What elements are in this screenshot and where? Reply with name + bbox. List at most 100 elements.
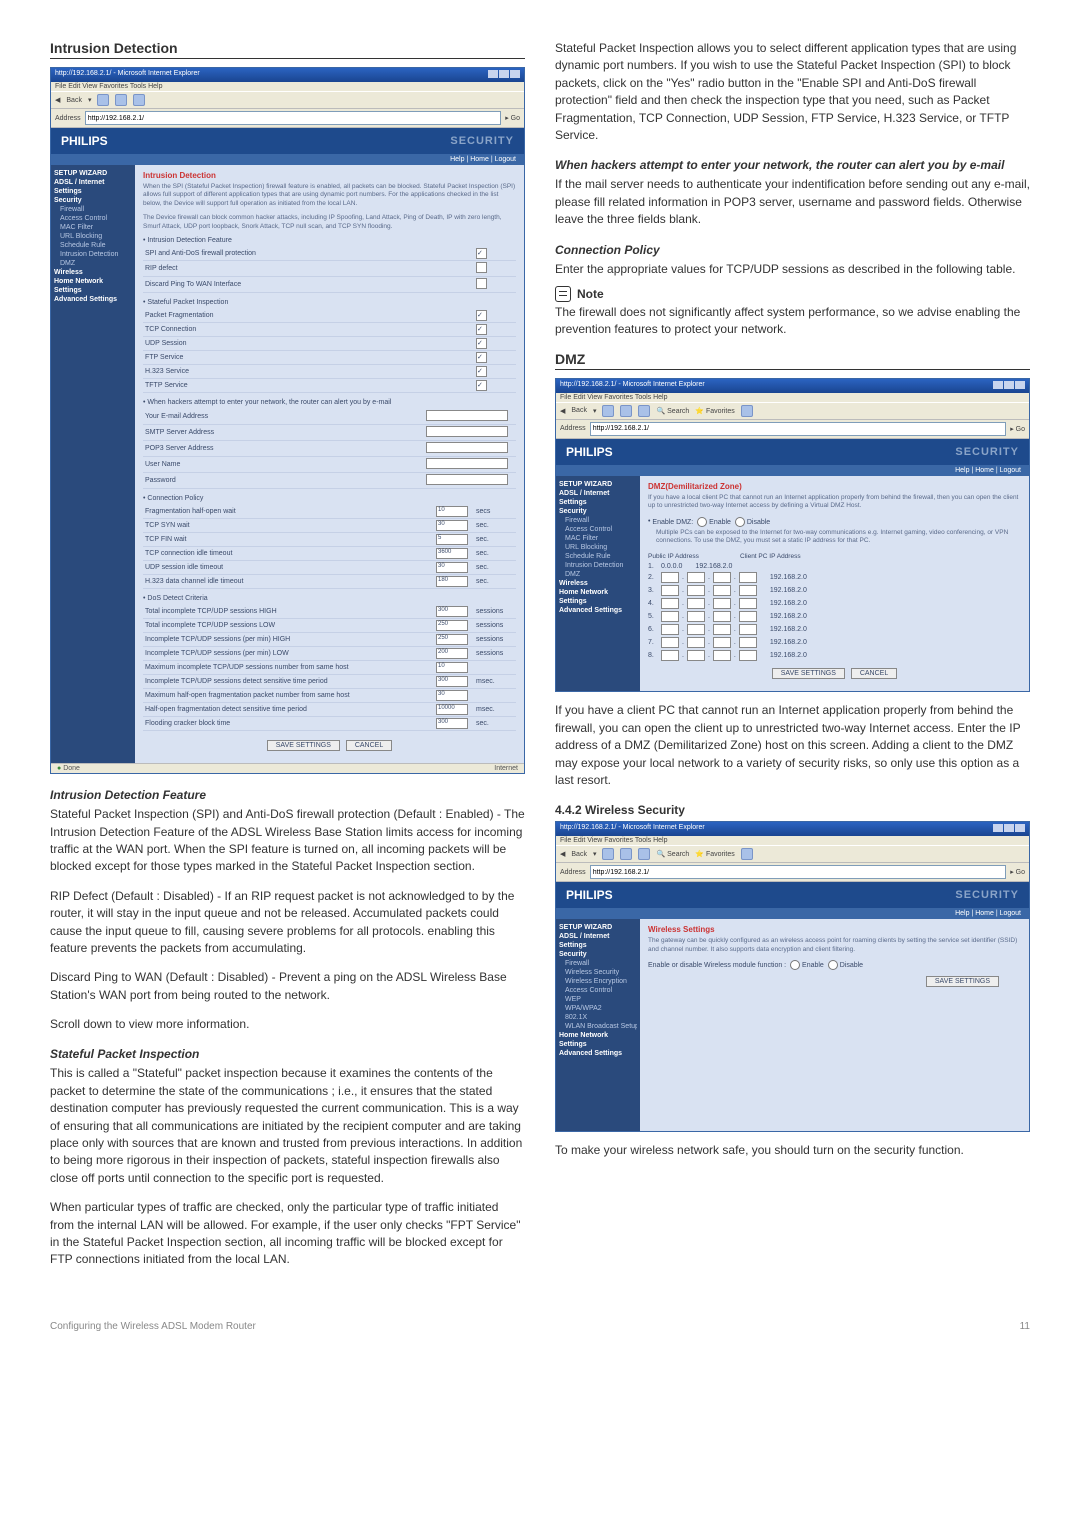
- number-input[interactable]: 30: [436, 520, 468, 531]
- text-input[interactable]: [426, 410, 508, 421]
- nav-item[interactable]: WEP: [559, 995, 637, 1004]
- group-label: When hackers attempt to enter your netwo…: [143, 399, 516, 406]
- save-settings-button[interactable]: SAVE SETTINGS: [772, 668, 845, 679]
- checkbox[interactable]: [476, 262, 487, 273]
- brand-logo: PHILIPS: [61, 134, 108, 148]
- address-input[interactable]: [590, 422, 1007, 436]
- checkbox[interactable]: ✓: [476, 310, 487, 321]
- number-input[interactable]: 300: [436, 676, 468, 687]
- number-input[interactable]: 300: [436, 606, 468, 617]
- number-input[interactable]: 30: [436, 562, 468, 573]
- nav-item[interactable]: Settings: [559, 597, 637, 606]
- number-input[interactable]: 180: [436, 576, 468, 587]
- nav-item[interactable]: Intrusion Detection: [54, 250, 132, 259]
- ip-octet[interactable]: [661, 572, 679, 583]
- note-block: Note: [555, 286, 1030, 302]
- nav-item[interactable]: Settings: [559, 498, 637, 507]
- ip-octet[interactable]: [661, 637, 679, 648]
- nav-item[interactable]: Settings: [54, 286, 132, 295]
- checkbox[interactable]: ✓: [476, 338, 487, 349]
- number-input[interactable]: 10: [436, 506, 468, 517]
- panel-title: DMZ(Demilitarized Zone): [648, 482, 1021, 491]
- enable-radio[interactable]: [790, 960, 800, 970]
- nav-item[interactable]: Intrusion Detection: [559, 561, 637, 570]
- ip-octet[interactable]: [661, 598, 679, 609]
- nav-item[interactable]: Access Control: [559, 525, 637, 534]
- number-input[interactable]: 250: [436, 634, 468, 645]
- ip-octet[interactable]: [661, 611, 679, 622]
- nav-item[interactable]: Firewall: [559, 959, 637, 968]
- nav-item[interactable]: WPA/WPA2: [559, 1004, 637, 1013]
- nav-item[interactable]: SETUP WIZARD: [559, 480, 637, 489]
- nav-item[interactable]: Security: [54, 196, 132, 205]
- number-input[interactable]: 5: [436, 534, 468, 545]
- text-input[interactable]: [426, 474, 508, 485]
- checkbox[interactable]: ✓: [476, 248, 487, 259]
- ip-octet[interactable]: [661, 624, 679, 635]
- nav-item[interactable]: MAC Filter: [559, 534, 637, 543]
- nav-item[interactable]: Access Control: [54, 214, 132, 223]
- nav-item[interactable]: ADSL / Internet: [54, 178, 132, 187]
- nav-item[interactable]: Firewall: [559, 516, 637, 525]
- checkbox[interactable]: [476, 278, 487, 289]
- ip-octet[interactable]: [661, 650, 679, 661]
- nav-item[interactable]: Wireless Encryption: [559, 977, 637, 986]
- address-input[interactable]: [85, 111, 502, 125]
- nav-item[interactable]: Firewall: [54, 205, 132, 214]
- nav-item[interactable]: Schedule Rule: [54, 241, 132, 250]
- text-input[interactable]: [426, 426, 508, 437]
- nav-item[interactable]: SETUP WIZARD: [54, 169, 132, 178]
- dmz-table-header: Public IP Address Client PC IP Address: [648, 551, 1021, 562]
- nav-item[interactable]: Home Network: [559, 588, 637, 597]
- number-input[interactable]: 250: [436, 620, 468, 631]
- nav-item[interactable]: Home Network: [54, 277, 132, 286]
- nav-item[interactable]: Wireless: [54, 268, 132, 277]
- nav-item[interactable]: Security: [559, 950, 637, 959]
- nav-item[interactable]: DMZ: [54, 259, 132, 268]
- nav-item[interactable]: Advanced Settings: [559, 606, 637, 615]
- nav-item[interactable]: Wireless Security: [559, 968, 637, 977]
- nav-item[interactable]: Wireless: [559, 579, 637, 588]
- nav-item[interactable]: Access Control: [559, 986, 637, 995]
- disable-radio[interactable]: [735, 517, 745, 527]
- nav-item[interactable]: 802.1X: [559, 1013, 637, 1022]
- number-input[interactable]: 300: [436, 718, 468, 729]
- save-settings-button[interactable]: SAVE SETTINGS: [267, 740, 340, 751]
- number-input[interactable]: 200: [436, 648, 468, 659]
- checkbox[interactable]: ✓: [476, 380, 487, 391]
- nav-item[interactable]: Schedule Rule: [559, 552, 637, 561]
- cancel-button[interactable]: CANCEL: [346, 740, 392, 751]
- nav-item[interactable]: ADSL / Internet: [559, 489, 637, 498]
- nav-item[interactable]: Security: [559, 507, 637, 516]
- nav-item[interactable]: Advanced Settings: [559, 1049, 637, 1058]
- save-settings-button[interactable]: SAVE SETTINGS: [926, 976, 999, 987]
- enable-radio[interactable]: [697, 517, 707, 527]
- nav-item[interactable]: SETUP WIZARD: [559, 923, 637, 932]
- address-input[interactable]: [590, 865, 1007, 879]
- cancel-button[interactable]: CANCEL: [851, 668, 897, 679]
- disable-radio[interactable]: [828, 960, 838, 970]
- nav-item[interactable]: URL Blocking: [54, 232, 132, 241]
- nav-item[interactable]: Settings: [559, 941, 637, 950]
- text-input[interactable]: [426, 442, 508, 453]
- nav-item[interactable]: URL Blocking: [559, 543, 637, 552]
- nav-item[interactable]: Advanced Settings: [54, 295, 132, 304]
- number-input[interactable]: 3600: [436, 548, 468, 559]
- nav-item[interactable]: Settings: [559, 1040, 637, 1049]
- nav-item[interactable]: DMZ: [559, 570, 637, 579]
- checkbox[interactable]: ✓: [476, 366, 487, 377]
- panel-desc: When the SPI (Stateful Packet Inspection…: [143, 183, 516, 208]
- text-input[interactable]: [426, 458, 508, 469]
- number-input[interactable]: 30: [436, 690, 468, 701]
- ip-octet[interactable]: [661, 585, 679, 596]
- nav-item[interactable]: WLAN Broadcast Setup: [559, 1022, 637, 1031]
- note-icon: [555, 286, 571, 302]
- nav-item[interactable]: Settings: [54, 187, 132, 196]
- number-input[interactable]: 10000: [436, 704, 468, 715]
- checkbox[interactable]: ✓: [476, 324, 487, 335]
- nav-item[interactable]: Home Network: [559, 1031, 637, 1040]
- nav-item[interactable]: ADSL / Internet: [559, 932, 637, 941]
- number-input[interactable]: 10: [436, 662, 468, 673]
- nav-item[interactable]: MAC Filter: [54, 223, 132, 232]
- checkbox[interactable]: ✓: [476, 352, 487, 363]
